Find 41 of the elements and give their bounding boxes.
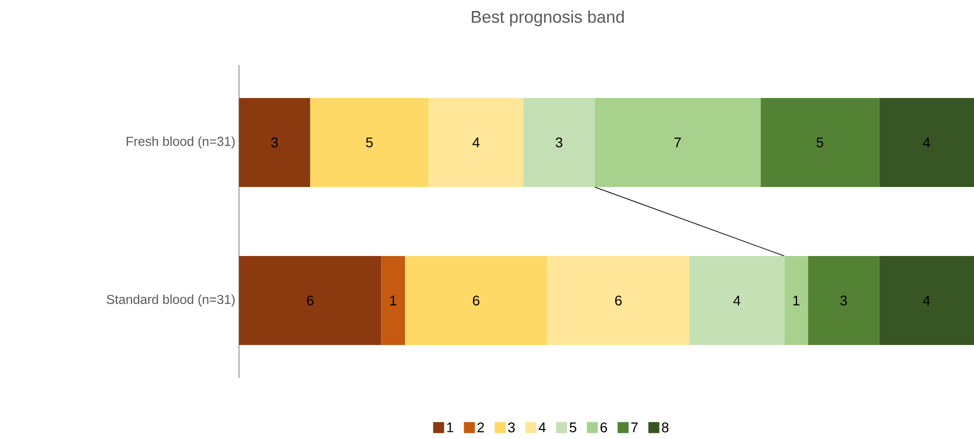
bar: [784, 256, 808, 346]
legend-label: 4: [538, 422, 546, 432]
data-label: 4: [923, 138, 930, 148]
data-label: 3: [840, 296, 847, 306]
legend-label: 3: [508, 422, 515, 432]
bar: [760, 98, 880, 187]
data-label: 4: [923, 296, 930, 306]
bar: [239, 256, 382, 346]
data-label: 1: [390, 296, 396, 306]
data-label: 3: [271, 138, 278, 148]
bar: [879, 98, 974, 187]
data-label: 6: [615, 296, 622, 306]
legend-label: 1: [447, 422, 454, 432]
bar: [310, 98, 429, 187]
bar: [808, 256, 880, 346]
data-label: 4: [472, 138, 480, 148]
data-label: 1: [793, 296, 800, 306]
bar: [689, 256, 784, 346]
data-label: 6: [306, 296, 314, 306]
bar: [524, 98, 595, 187]
data-label: 3: [556, 138, 562, 148]
legend-label: 2: [478, 422, 484, 432]
legend-label: 6: [600, 422, 607, 432]
legend-label: 7: [631, 422, 638, 432]
data-label: 5: [816, 138, 824, 148]
bar: [404, 256, 548, 346]
bar: [594, 98, 761, 187]
bar: [879, 256, 974, 346]
data-label: 5: [366, 138, 373, 148]
bar: [428, 98, 524, 187]
chart-title: Best prognosis band: [472, 10, 624, 26]
y-tick-label: Standard blood (n=31): [106, 294, 235, 307]
legend-label: 8: [662, 422, 668, 432]
bar: [381, 256, 405, 346]
data-label: 6: [472, 296, 480, 306]
bar: [239, 98, 310, 187]
legend-label: 5: [570, 422, 576, 432]
data-label: 4: [733, 296, 740, 306]
y-tick-label: Fresh blood (n=31): [126, 136, 235, 148]
bar: [547, 256, 690, 346]
data-label: 7: [674, 138, 681, 148]
